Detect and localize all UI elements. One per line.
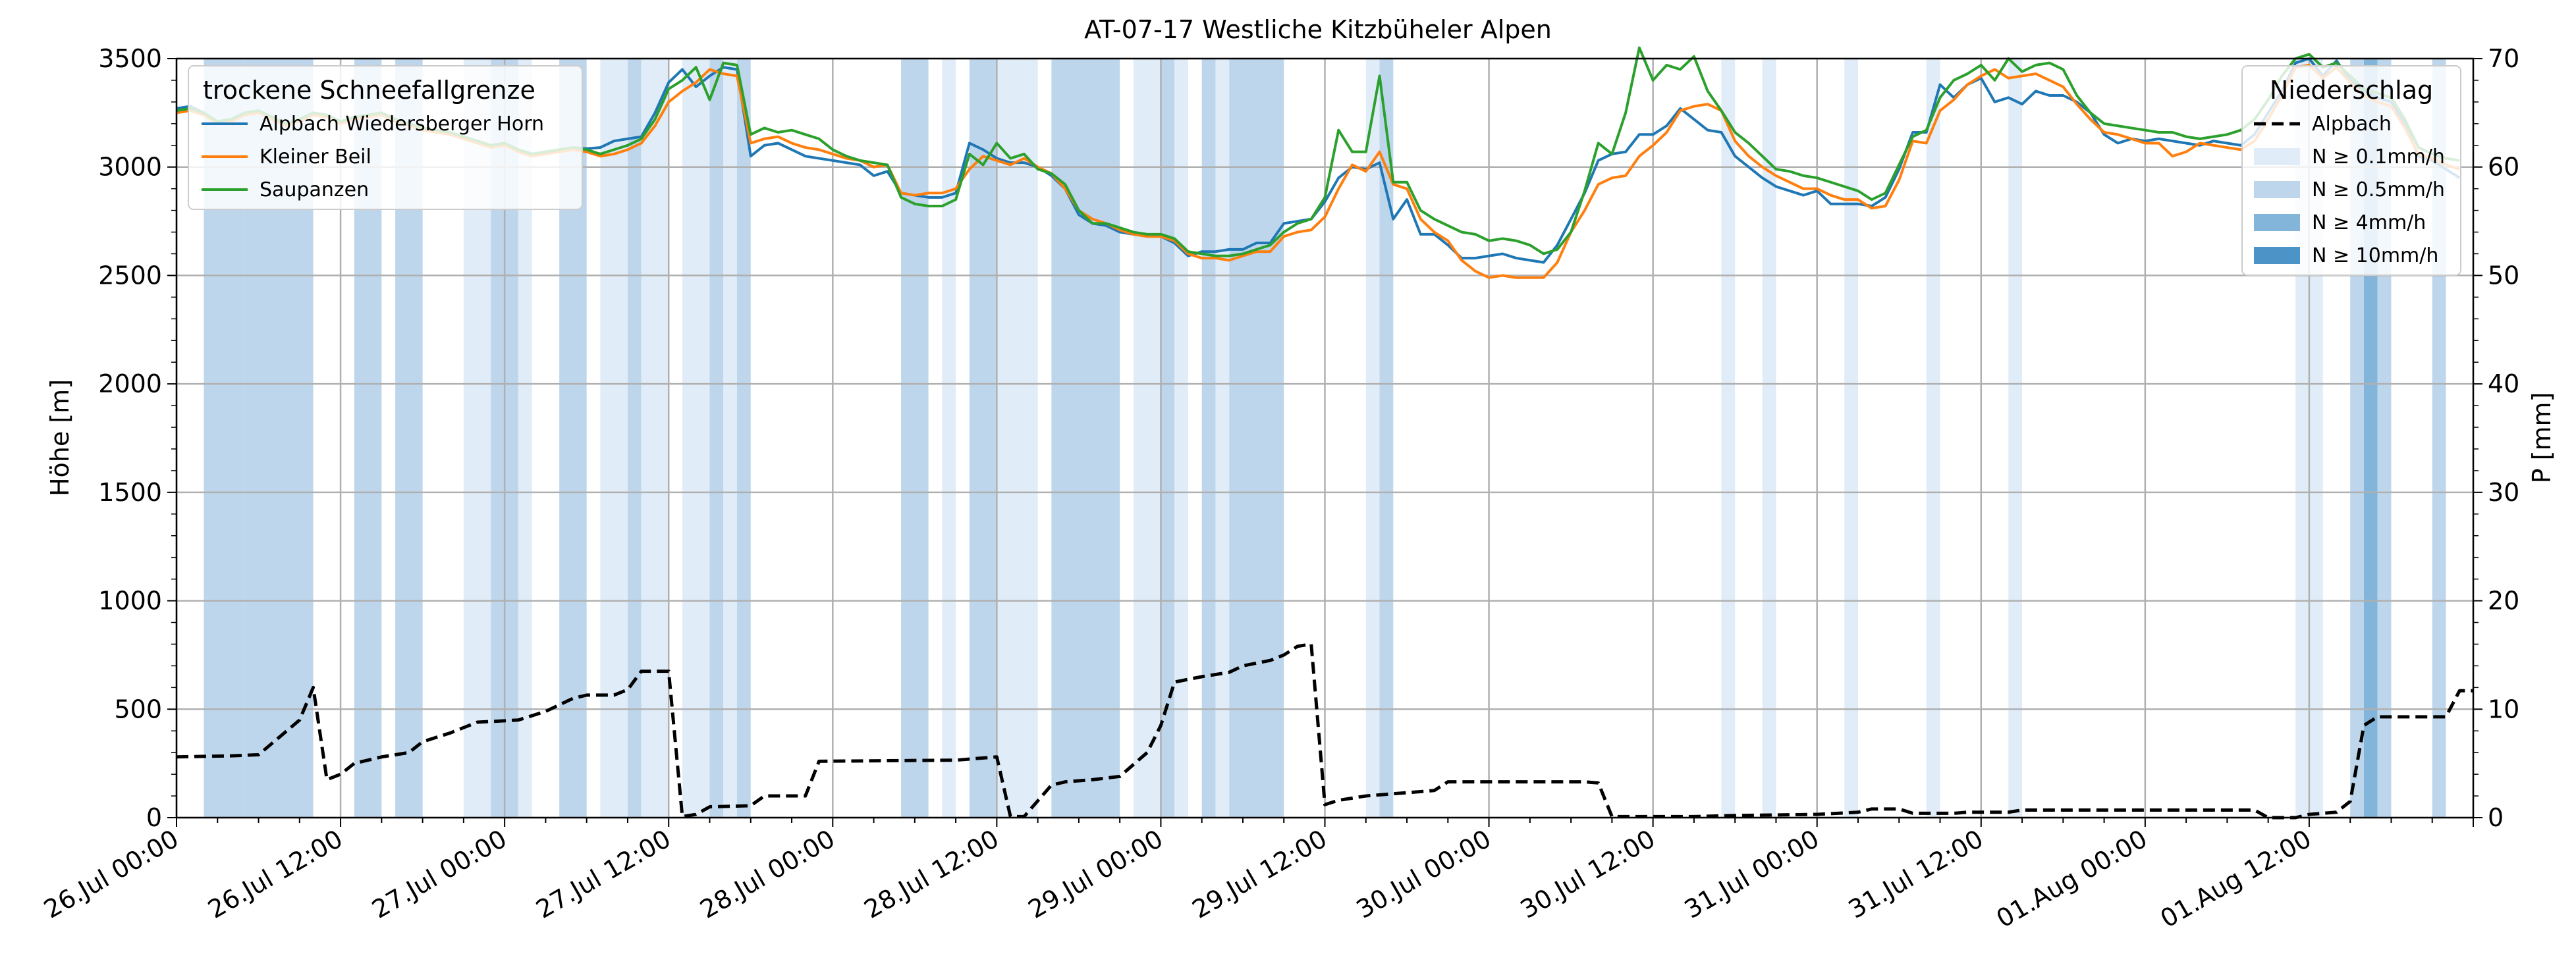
precip-band: [2008, 59, 2023, 818]
y-right-tick-label: 10: [2488, 695, 2519, 723]
x-tick-label: 01.Aug 00:00: [1991, 824, 2152, 934]
precip-band: [1365, 59, 1380, 818]
legend-entry-label: N ≥ 10mm/h: [2312, 244, 2438, 267]
precip-band: [1926, 59, 1940, 818]
y-right-tick-label: 70: [2488, 44, 2519, 73]
precip-band: [682, 59, 710, 818]
x-tick-label: 28.Jul 00:00: [695, 824, 839, 924]
precip-band: [901, 59, 929, 818]
precip-band: [709, 59, 724, 818]
legend-precipitation: Niederschlag Alpbach N ≥ 0.1mm/h N ≥ 0.5mm/…: [2241, 65, 2461, 276]
legend-entry-label: Alpbach Wiedersberger Horn: [260, 113, 544, 136]
x-tick-label: 28.Jul 12:00: [860, 824, 1004, 924]
y-left-tick-label: 1500: [98, 478, 162, 507]
y-right-tick-label: 0: [2488, 803, 2504, 832]
y-axis-label-right: P [mm]: [2527, 392, 2556, 484]
precip-band: [1051, 59, 1120, 818]
legend-entry-label: Alpbach: [2312, 113, 2392, 136]
precip-band: [627, 59, 642, 818]
precip-band: [1229, 59, 1284, 818]
precip-band: [1844, 59, 1858, 818]
precip-band: [736, 59, 751, 818]
x-tick-label: 30.Jul 12:00: [1516, 824, 1660, 924]
x-tick-label: 27.Jul 00:00: [367, 824, 511, 924]
y-left-tick-label: 2000: [98, 369, 162, 398]
precip-band: [1161, 59, 1175, 818]
y-left-tick-label: 2500: [98, 261, 162, 290]
y-right-tick-label: 60: [2488, 153, 2519, 182]
legend-entry-label: N ≥ 4mm/h: [2312, 211, 2426, 234]
y-left-tick-label: 500: [114, 695, 162, 723]
precip-band: [969, 59, 997, 818]
y-right-tick-label: 50: [2488, 261, 2519, 290]
x-tick-label: 31.Jul 12:00: [1844, 824, 1988, 924]
y-right-tick-label: 20: [2488, 587, 2519, 616]
y-right-tick-label: 40: [2488, 369, 2519, 398]
legend-swatch: [2254, 181, 2300, 198]
precip-band: [1133, 59, 1161, 818]
x-tick-label: 29.Jul 12:00: [1188, 824, 1332, 924]
x-tick-label: 26.Jul 12:00: [203, 824, 347, 924]
legend-title: trockene Schneefallgrenze: [203, 76, 535, 105]
precip-band: [1762, 59, 1776, 818]
y-left-tick-label: 1000: [98, 587, 162, 616]
precip-band: [723, 59, 737, 818]
x-tick-label: 31.Jul 00:00: [1680, 824, 1824, 924]
y-left-tick-label: 3000: [98, 153, 162, 182]
precip-band: [1379, 59, 1394, 818]
precip-band: [942, 59, 956, 818]
x-tick-label: 29.Jul 00:00: [1024, 824, 1168, 924]
x-tick-label: 26.Jul 00:00: [39, 824, 183, 924]
legend-entry-label: N ≥ 0.5mm/h: [2312, 178, 2445, 201]
precip-band: [1201, 59, 1216, 818]
y-axis-label-left: Höhe [m]: [45, 379, 74, 496]
series-line-alpbach: [176, 642, 2473, 820]
precip-band: [1721, 59, 1736, 818]
legend-title: Niederschlag: [2270, 76, 2433, 105]
legend-swatch: [2254, 247, 2300, 264]
precip-band: [600, 59, 628, 818]
legend-entry-label: Kleiner Beil: [260, 145, 371, 169]
y-right-tick-label: 30: [2488, 478, 2519, 507]
precip-band: [518, 59, 532, 818]
x-tick-label: 27.Jul 12:00: [531, 824, 675, 924]
x-tick-label: 01.Aug 12:00: [2156, 824, 2316, 934]
legend-swatch: [2254, 148, 2300, 165]
precip-band: [641, 59, 669, 818]
legend-box: [188, 65, 583, 210]
y-left-tick-label: 3500: [98, 44, 162, 73]
legend-entry-label: Saupanzen: [260, 178, 369, 201]
legend-swatch: [2254, 214, 2300, 231]
chart-title: AT-07-17 Westliche Kitzbüheler Alpen: [1084, 15, 1552, 44]
precip-band: [1174, 59, 1188, 818]
y-left-tick-label: 0: [146, 803, 162, 832]
x-tick-label: 30.Jul 00:00: [1352, 824, 1496, 924]
legend-entry-label: N ≥ 0.1mm/h: [2312, 145, 2445, 169]
legend-snowline: trockene Schneefallgrenze Alpbach Wieders…: [188, 65, 583, 210]
precip-band: [997, 59, 1038, 818]
precip-band: [1215, 59, 1230, 818]
